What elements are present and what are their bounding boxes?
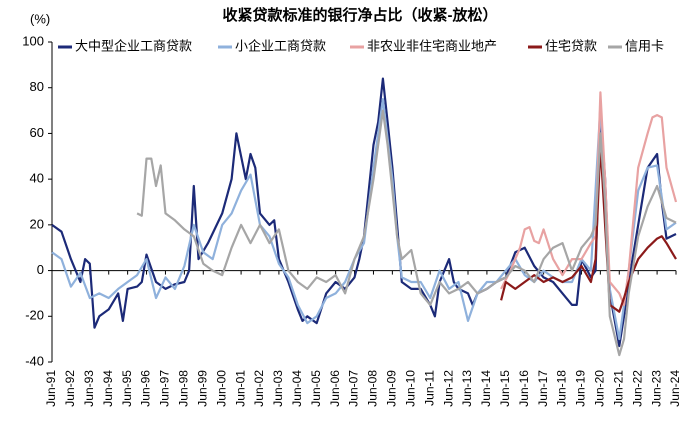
x-tick-label: Jun-98 (177, 370, 191, 407)
x-tick-label: Jun-95 (120, 370, 134, 407)
x-tick-label: Jun-01 (233, 370, 247, 407)
x-tick-label: Jun-96 (139, 370, 153, 407)
x-tick-label: Jun-07 (347, 370, 361, 407)
y-tick-label: 80 (30, 79, 44, 94)
y-tick-label: -20 (25, 308, 44, 323)
x-tick-label: Jun-21 (611, 370, 625, 407)
x-tick-label: Jun-13 (460, 370, 474, 407)
legend-label: 住宅贷款 (545, 38, 597, 53)
y-tick-label: -40 (25, 353, 44, 368)
x-tick-label: Jun-15 (498, 370, 512, 407)
x-tick-label: Jun-00 (214, 370, 228, 407)
x-tick-label: Jun-93 (82, 370, 96, 407)
x-tick-label: Jun-08 (366, 370, 380, 407)
y-tick-label: 20 (30, 216, 44, 231)
y-tick-label: 0 (37, 262, 44, 277)
x-tick-label: Jun-16 (517, 370, 531, 407)
legend-label: 非农业非住宅商业地产 (367, 38, 497, 53)
y-tick-label: 100 (22, 33, 44, 48)
x-tick-label: Jun-18 (555, 370, 569, 407)
y-tick-label: 60 (30, 125, 44, 140)
x-tick-label: Jun-24 (668, 370, 682, 407)
legend-label: 信用卡 (625, 38, 664, 53)
x-tick-label: Jun-02 (252, 370, 266, 407)
legend-label: 大中型企业工商贷款 (75, 38, 192, 53)
chart-title: 收紧贷款标准的银行净占比（收紧-放松） (223, 6, 498, 24)
series-line (51, 77, 677, 348)
x-tick-label: Jun-11 (422, 370, 436, 406)
x-tick-label: Jun-19 (574, 370, 588, 407)
x-tick-label: Jun-12 (441, 370, 455, 407)
x-tick-label: Jun-05 (309, 370, 323, 407)
series-line (136, 109, 677, 357)
y-tick-label: 40 (30, 171, 44, 186)
x-tick-label: Jun-92 (63, 370, 77, 407)
x-tick-label: Jun-17 (536, 370, 550, 407)
x-tick-label: Jun-91 (44, 370, 58, 407)
x-tick-label: Jun-99 (195, 370, 209, 407)
x-tick-label: Jun-20 (593, 370, 607, 407)
legend-label: 小企业工商贷款 (235, 38, 326, 53)
y-unit: (%) (30, 11, 50, 26)
x-tick-label: Jun-97 (158, 370, 172, 407)
series-line (51, 98, 677, 341)
series-line (500, 143, 677, 313)
x-tick-label: Jun-04 (290, 370, 304, 407)
x-tick-label: Jun-14 (479, 370, 493, 407)
x-tick-label: Jun-06 (328, 370, 342, 407)
x-tick-label: Jun-23 (649, 370, 663, 407)
x-tick-label: Jun-09 (385, 370, 399, 407)
x-tick-label: Jun-22 (630, 370, 644, 407)
x-tick-label: Jun-10 (403, 370, 417, 407)
x-tick-label: Jun-94 (101, 370, 115, 407)
x-tick-label: Jun-03 (271, 370, 285, 407)
